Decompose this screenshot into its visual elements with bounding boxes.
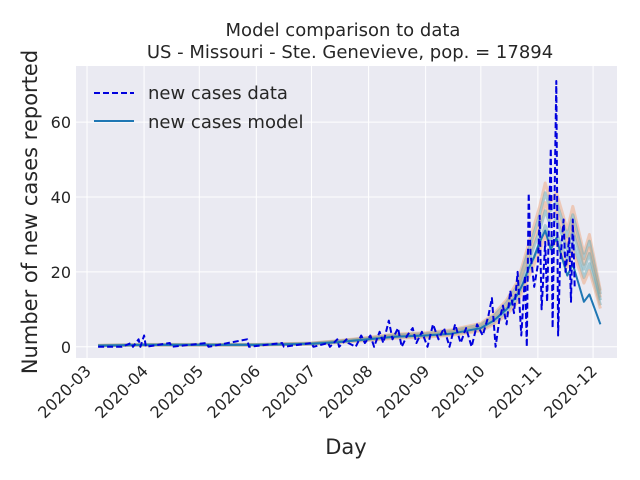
x-tick-label: 2020-11 [485,361,546,422]
plot-background [76,66,617,358]
legend-data-label: new cases data [148,83,288,104]
series-layer [98,80,602,348]
chart-title: Model comparison to data [226,20,461,41]
x-tick-label: 2020-07 [259,361,320,422]
x-tick-label: 2020-05 [146,361,207,422]
ensemble-line [98,181,602,347]
model-series-line [98,229,602,347]
x-tick-label: 2020-06 [203,361,264,422]
grid [76,66,617,358]
y-tick-label: 0 [61,338,71,357]
y-tick-label: 40 [51,188,71,207]
x-axis-label: Day [325,435,366,459]
y-tick-label: 20 [51,263,71,282]
x-tick-label: 2020-04 [91,361,152,422]
legend-model-label: new cases model [148,112,303,133]
x-tick-labels: 2020-032020-042020-052020-062020-072020-… [34,361,601,422]
chart-subtitle: US - Missouri - Ste. Genevieve, pop. = 1… [147,42,553,63]
y-tick-labels: 0 20 40 60 [51,113,71,357]
x-tick-label: 2020-08 [316,361,377,422]
y-axis-label: Number of new cases reported [18,50,42,374]
data-series-line [98,80,576,348]
x-tick-label: 2020-03 [34,361,95,422]
x-tick-label: 2020-09 [373,361,434,422]
legend: new cases data new cases model [94,83,303,133]
x-tick-label: 2020-12 [540,361,601,422]
y-tick-label: 60 [51,113,71,132]
x-tick-label: 2020-10 [428,361,489,422]
